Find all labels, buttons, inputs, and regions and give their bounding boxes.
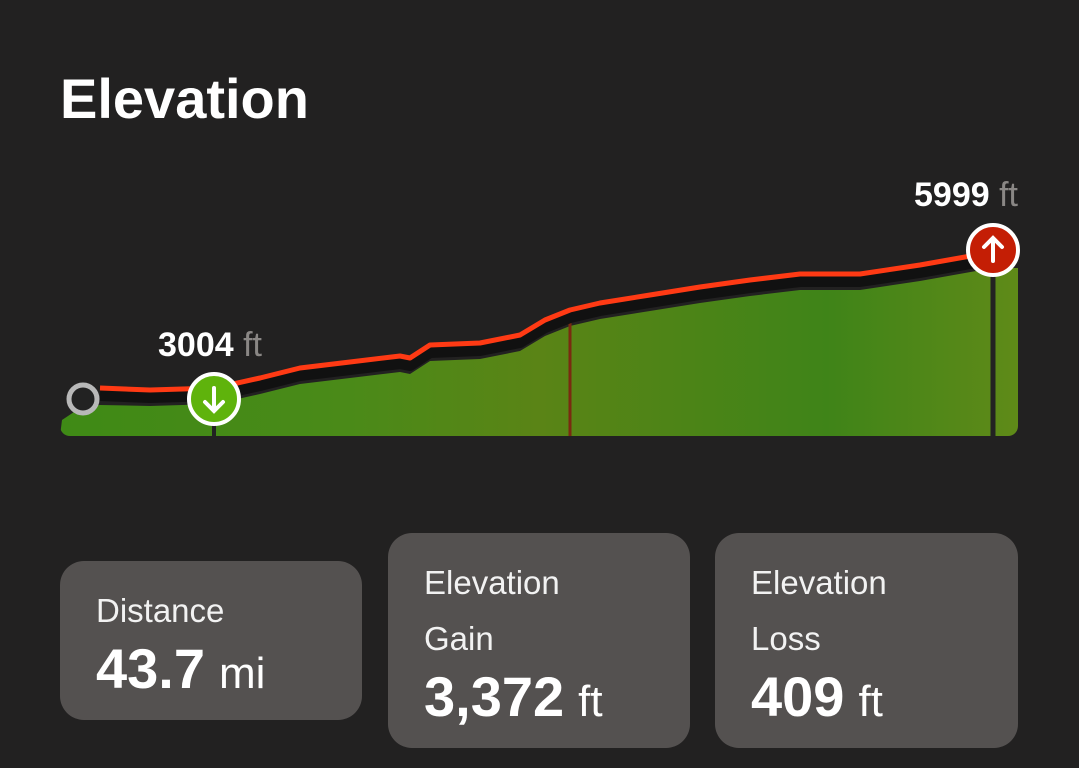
profile-shadow [99, 253, 995, 403]
stat-card: Distance 43.7 mi [60, 561, 362, 720]
stat-unit: ft [578, 677, 603, 726]
title: Elevation [60, 67, 309, 130]
stat-number: 3,372 [424, 665, 565, 728]
low-label: 3004 ft [158, 326, 262, 365]
start-marker [66, 382, 100, 416]
low-unit: ft [243, 326, 262, 364]
stat-card: Elevation Loss 409 ft [715, 533, 1018, 748]
down-arrow [203, 386, 225, 414]
stat-label: Distance [96, 592, 225, 629]
stat-number: 409 [751, 665, 845, 728]
stat-label: Elevation Loss [751, 564, 887, 657]
high-label: 5999 ft [914, 176, 1018, 215]
profile-area [60, 268, 1018, 436]
stat-label: Elevation Gain [424, 564, 560, 657]
stat-unit: ft [858, 677, 883, 726]
profile-line [99, 249, 994, 393]
stat-unit: mi [219, 649, 266, 698]
up-arrow [982, 235, 1004, 263]
low-value: 3004 [158, 326, 234, 364]
stat-number: 43.7 [96, 637, 205, 700]
stat-value: 409 ft [751, 667, 982, 732]
stat-card: Elevation Gain 3,372 ft [388, 533, 690, 748]
high-value: 5999 [914, 176, 990, 214]
stat-value: 3,372 ft [424, 667, 654, 732]
stat-value: 43.7 mi [96, 639, 326, 704]
high-unit: ft [999, 176, 1018, 214]
